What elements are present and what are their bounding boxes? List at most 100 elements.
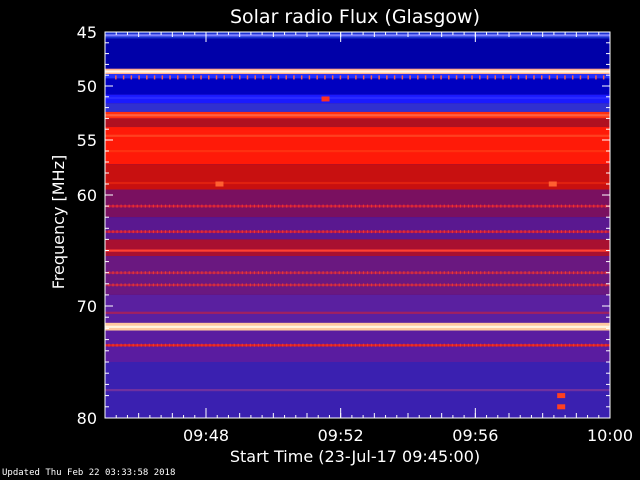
interference-dot: [148, 343, 150, 347]
interference-dot: [132, 230, 134, 234]
interference-dot: [229, 204, 231, 208]
interference-dot: [310, 230, 312, 234]
interference-dot: [411, 271, 413, 275]
interference-dot: [173, 230, 175, 234]
interference-dot: [326, 283, 328, 287]
interference-dot: [520, 283, 522, 287]
interference-dot: [362, 230, 365, 234]
interference-dot: [471, 230, 474, 234]
interference-dot: [375, 283, 377, 287]
interference-dot: [500, 283, 502, 287]
interference-dot: [560, 230, 563, 234]
y-tick-label: 55: [77, 131, 97, 150]
interference-dot: [205, 204, 207, 208]
radio-burst-spot: [321, 96, 330, 102]
interference-dot: [496, 283, 498, 287]
interference-dot: [552, 271, 554, 275]
periodic-interference-mark: [339, 75, 342, 80]
interference-dot: [221, 283, 223, 287]
interference-dot: [577, 204, 579, 208]
interference-dot: [451, 271, 453, 275]
interference-dot: [463, 204, 466, 208]
periodic-interference-mark: [386, 75, 388, 80]
interference-dot: [245, 343, 247, 347]
periodic-interference-mark: [277, 75, 280, 80]
interference-dot: [290, 204, 292, 208]
interference-dot: [403, 230, 405, 234]
periodic-interference-mark: [595, 75, 597, 80]
interference-dot: [375, 230, 377, 234]
interference-dot: [362, 283, 365, 287]
interference-dot: [403, 283, 405, 287]
interference-dot: [379, 343, 381, 347]
interference-dot: [261, 343, 264, 347]
periodic-interference-mark: [355, 75, 357, 80]
interference-dot: [241, 230, 243, 234]
periodic-interference-mark: [393, 75, 396, 80]
periodic-interference-mark: [200, 75, 202, 80]
interference-dot: [338, 283, 340, 287]
interference-dot: [463, 283, 466, 287]
periodic-interference-mark: [602, 75, 605, 80]
interference-dot: [524, 343, 526, 347]
emission-line: [105, 230, 610, 233]
interference-dot: [605, 230, 607, 234]
interference-dot: [168, 343, 171, 347]
interference-dot: [298, 204, 300, 208]
interference-dot: [314, 204, 316, 208]
interference-dot: [189, 283, 191, 287]
interference-dot: [249, 271, 251, 275]
interference-dot: [451, 204, 453, 208]
interference-dot: [237, 204, 239, 208]
interference-dot: [556, 230, 559, 234]
interference-dot: [160, 343, 163, 347]
interference-dot: [556, 271, 559, 275]
interference-dot: [516, 343, 518, 347]
interference-dot: [237, 283, 239, 287]
periodic-interference-mark: [525, 75, 527, 80]
interference-dot: [128, 343, 130, 347]
interference-dot: [193, 204, 195, 208]
periodic-interference-mark: [316, 75, 318, 80]
interference-dot: [265, 230, 268, 234]
interference-dot: [354, 283, 357, 287]
periodic-interference-mark: [184, 75, 187, 80]
interference-dot: [411, 283, 413, 287]
interference-dot: [213, 204, 215, 208]
interference-dot: [544, 230, 546, 234]
interference-dot: [201, 283, 203, 287]
interference-dot: [443, 283, 445, 287]
interference-dot: [189, 204, 191, 208]
interference-dot: [265, 271, 268, 275]
interference-dot: [601, 283, 603, 287]
interference-dot: [411, 204, 413, 208]
interference-dot: [379, 271, 381, 275]
interference-dot: [128, 271, 130, 275]
interference-dot: [136, 204, 138, 208]
interference-dot: [298, 271, 300, 275]
interference-dot: [391, 271, 393, 275]
interference-dot: [112, 343, 114, 347]
interference-dot: [480, 271, 482, 275]
interference-dot: [512, 204, 514, 208]
interference-dot: [318, 283, 320, 287]
interference-dot: [415, 343, 417, 347]
y-tick-label: 60: [77, 186, 97, 205]
interference-dot: [245, 230, 247, 234]
interference-dot: [286, 283, 288, 287]
interference-dot: [476, 230, 478, 234]
radio-burst-spot: [557, 393, 566, 399]
interference-dot: [520, 271, 522, 275]
emission-line: [105, 325, 610, 328]
interference-dot: [532, 283, 534, 287]
interference-dot: [370, 343, 373, 347]
interference-dot: [197, 230, 199, 234]
periodic-interference-mark: [471, 75, 473, 80]
interference-dot: [354, 271, 357, 275]
interference-dot: [342, 283, 344, 287]
interference-dot: [572, 271, 575, 275]
periodic-interference-mark: [370, 75, 373, 80]
interference-dot: [269, 204, 272, 208]
interference-dot: [318, 343, 320, 347]
interference-dot: [310, 204, 312, 208]
